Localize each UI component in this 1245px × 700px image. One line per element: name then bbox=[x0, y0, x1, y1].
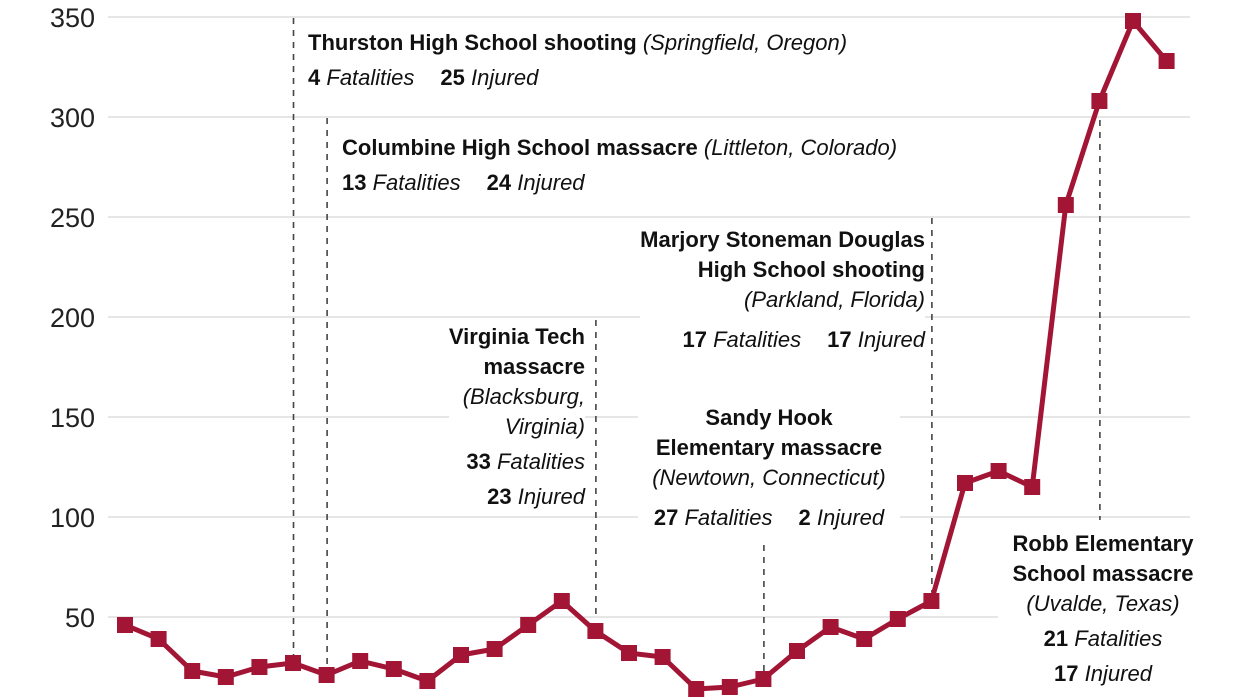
event-name: Thurston High School shooting bbox=[308, 30, 637, 55]
event-name: Robb Elementary bbox=[1012, 531, 1194, 556]
data-point bbox=[184, 663, 201, 679]
y-tick-label: 150 bbox=[50, 403, 95, 433]
data-point bbox=[621, 645, 637, 661]
event-name: Marjory Stoneman Douglas bbox=[640, 227, 925, 252]
data-point bbox=[923, 593, 940, 609]
annotation-virginia-tech: Virginia Tech massacre (Blacksburg, Virg… bbox=[448, 322, 585, 512]
y-tick-label: 250 bbox=[50, 203, 95, 233]
data-point bbox=[1091, 93, 1108, 109]
fatalities-count: 33 bbox=[466, 449, 491, 474]
injured-label: Injured bbox=[857, 327, 925, 352]
annotation-uvalde: Robb Elementary School massacre (Uvalde,… bbox=[998, 529, 1208, 689]
fatalities-count: 13 bbox=[342, 170, 367, 195]
fatalities-count: 4 bbox=[308, 65, 321, 90]
data-point bbox=[721, 679, 738, 695]
annotation-sandy-hook: Sandy Hook Elementary massacre (Newtown,… bbox=[638, 403, 900, 533]
y-tick-label: 100 bbox=[50, 503, 95, 533]
data-point bbox=[553, 593, 570, 609]
y-tick-label: 50 bbox=[65, 603, 95, 633]
fatalities-count: 17 bbox=[682, 327, 707, 352]
annotation-thurston: Thurston High School shooting (Springfie… bbox=[308, 28, 848, 93]
injured-count: 25 bbox=[440, 65, 465, 90]
event-place: (Newtown, Connecticut) bbox=[652, 465, 886, 490]
data-point bbox=[755, 671, 772, 687]
injured-count: 2 bbox=[798, 505, 811, 530]
injured-count: 23 bbox=[487, 484, 512, 509]
data-point bbox=[285, 655, 301, 671]
event-place: (Parkland, Florida) bbox=[744, 287, 925, 312]
injured-label: Injured bbox=[517, 170, 585, 195]
data-point bbox=[587, 623, 604, 639]
injured-label: Injured bbox=[517, 484, 585, 509]
data-point bbox=[822, 619, 839, 635]
fatalities-label: Fatalities bbox=[713, 327, 802, 352]
y-tick-label: 350 bbox=[50, 3, 95, 33]
injured-label: Injured bbox=[816, 505, 885, 530]
event-place: (Blacksburg, bbox=[462, 384, 585, 409]
injured-count: 17 bbox=[827, 327, 852, 352]
event-name: Columbine High School massacre bbox=[342, 135, 698, 160]
fatalities-count: 21 bbox=[1043, 626, 1069, 651]
data-point bbox=[957, 475, 973, 491]
data-point bbox=[688, 681, 705, 697]
data-point bbox=[486, 641, 503, 657]
data-point bbox=[385, 661, 402, 677]
event-name: School massacre bbox=[1012, 561, 1194, 586]
event-name: High School shooting bbox=[697, 257, 925, 282]
event-name: Sandy Hook bbox=[705, 405, 833, 430]
fatalities-label: Fatalities bbox=[1074, 626, 1163, 651]
data-point bbox=[117, 617, 133, 633]
fatalities-label: Fatalities bbox=[684, 505, 773, 530]
data-point bbox=[1024, 479, 1041, 495]
fatalities-label: Fatalities bbox=[496, 449, 585, 474]
event-place: (Springfield, Oregon) bbox=[642, 30, 848, 55]
data-point bbox=[1125, 13, 1141, 29]
fatalities-label: Fatalities bbox=[372, 170, 461, 195]
y-tick-label: 300 bbox=[50, 103, 95, 133]
data-point bbox=[453, 647, 469, 663]
event-name: massacre bbox=[483, 354, 585, 379]
event-place: Virginia) bbox=[504, 414, 585, 439]
data-point bbox=[1057, 197, 1074, 213]
data-point bbox=[352, 653, 369, 669]
data-point bbox=[318, 667, 335, 683]
data-point bbox=[217, 669, 234, 685]
fatalities-count: 27 bbox=[653, 505, 679, 530]
injured-count: 17 bbox=[1054, 661, 1079, 686]
injured-count: 24 bbox=[486, 170, 512, 195]
data-point bbox=[520, 617, 537, 633]
data-point bbox=[251, 659, 268, 675]
data-point bbox=[654, 649, 671, 665]
fatalities-label: Fatalities bbox=[326, 65, 415, 90]
data-point bbox=[150, 631, 167, 647]
data-point bbox=[856, 631, 873, 647]
event-name: Virginia Tech bbox=[448, 324, 585, 349]
event-place: (Littleton, Colorado) bbox=[703, 135, 898, 160]
data-point bbox=[789, 643, 805, 659]
data-point bbox=[889, 611, 906, 627]
y-tick-label: 200 bbox=[50, 303, 95, 333]
data-point bbox=[419, 673, 436, 689]
event-place: (Uvalde, Texas) bbox=[1026, 591, 1180, 616]
data-point bbox=[1158, 53, 1175, 69]
annotation-parkland: Marjory Stoneman Douglas High School sho… bbox=[640, 225, 925, 355]
data-point bbox=[990, 463, 1007, 479]
annotation-columbine: Columbine High School massacre (Littleto… bbox=[342, 133, 898, 198]
event-name: Elementary massacre bbox=[655, 435, 883, 460]
injured-label: Injured bbox=[471, 65, 539, 90]
injured-label: Injured bbox=[1084, 661, 1152, 686]
